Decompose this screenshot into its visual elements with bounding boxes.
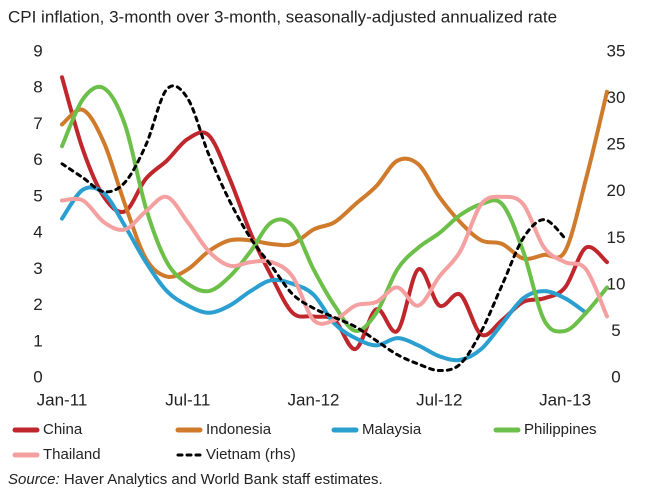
y-tick-label: 1	[33, 331, 42, 350]
y-tick-label: 2	[33, 295, 42, 314]
legend-label: Philippines	[524, 421, 597, 438]
legend-label: Indonesia	[206, 421, 272, 438]
x-tick-label: Jan-11	[37, 390, 88, 409]
x-tick-label: Jan-12	[288, 390, 340, 409]
y-tick-label: 0	[33, 367, 42, 386]
y2-tick-label: 25	[607, 135, 626, 154]
source-label: Source:	[8, 471, 60, 488]
series-line	[60, 185, 589, 363]
y-tick-label: 3	[33, 259, 42, 278]
source-text: Haver Analytics and World Bank staff est…	[64, 471, 383, 488]
x-tick-label: Jul-11	[165, 390, 210, 409]
series-line	[60, 84, 567, 373]
y-tick-label: 7	[33, 114, 42, 133]
y-tick-label: 6	[33, 150, 42, 169]
y2-tick-label: 20	[607, 181, 626, 200]
x-tick-label: Jul-12	[416, 390, 462, 409]
legend-label: Malaysia	[362, 421, 422, 438]
y2-tick-label: 35	[607, 41, 626, 60]
y2-tick-label: 15	[607, 228, 626, 247]
chart-title: CPI inflation, 3-month over 3-month, sea…	[8, 7, 557, 26]
legend-label: Thailand	[43, 446, 101, 463]
series-line	[60, 89, 609, 279]
legend-label: Vietnam (rhs)	[206, 446, 296, 463]
y2-tick-label: 10	[607, 274, 626, 293]
series-line	[60, 194, 609, 326]
y-tick-label: 9	[33, 41, 42, 60]
y-tick-label: 8	[33, 78, 42, 97]
y-tick-label: 5	[33, 186, 42, 205]
y2-tick-label: 30	[607, 88, 626, 107]
y-tick-label: 4	[33, 223, 42, 242]
source: Source: Haver Analytics and World Bank s…	[8, 471, 383, 488]
x-tick-label: Jan-13	[539, 390, 591, 409]
y2-tick-label: 5	[611, 321, 620, 340]
legend-label: China	[43, 421, 83, 438]
series-line	[60, 84, 609, 334]
y2-tick-label: 0	[611, 367, 620, 386]
